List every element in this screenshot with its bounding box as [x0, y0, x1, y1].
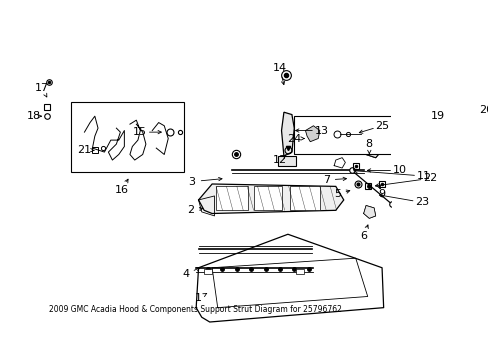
Text: 18: 18 — [27, 111, 41, 121]
Text: 8: 8 — [365, 139, 372, 149]
Polygon shape — [359, 131, 380, 158]
Text: 20: 20 — [478, 105, 488, 115]
Polygon shape — [363, 206, 375, 218]
Text: 24: 24 — [286, 134, 301, 144]
Polygon shape — [198, 184, 343, 213]
Bar — [254, 186, 282, 210]
Bar — [289, 186, 319, 210]
Text: 5: 5 — [333, 189, 340, 199]
Polygon shape — [281, 112, 294, 156]
Text: 25: 25 — [374, 121, 388, 131]
Text: 9: 9 — [378, 189, 385, 199]
Text: 17: 17 — [35, 83, 49, 93]
Text: 2: 2 — [186, 205, 194, 215]
Bar — [216, 186, 247, 210]
Polygon shape — [305, 126, 319, 142]
Bar — [294, 116, 391, 154]
Text: 22: 22 — [422, 174, 436, 183]
Text: 11: 11 — [416, 171, 429, 181]
Text: 23: 23 — [414, 197, 428, 207]
Text: 12: 12 — [272, 155, 286, 165]
Text: 16: 16 — [115, 185, 129, 194]
Text: 2009 GMC Acadia Hood & Components Support Strut Diagram for 25796762: 2009 GMC Acadia Hood & Components Suppor… — [49, 305, 342, 314]
Text: 14: 14 — [272, 63, 286, 73]
Text: 7: 7 — [322, 175, 329, 185]
Text: 15: 15 — [133, 127, 147, 137]
Bar — [295, 269, 303, 274]
Text: 6: 6 — [360, 231, 366, 241]
Text: 4: 4 — [182, 269, 189, 279]
Text: 21: 21 — [77, 145, 91, 155]
Text: 19: 19 — [430, 111, 444, 121]
Text: 13: 13 — [314, 126, 328, 135]
Bar — [71, 102, 184, 172]
Bar — [203, 269, 212, 274]
Text: 10: 10 — [392, 166, 406, 175]
Text: 3: 3 — [188, 177, 195, 186]
Text: 1: 1 — [195, 293, 202, 303]
Bar — [278, 156, 295, 166]
